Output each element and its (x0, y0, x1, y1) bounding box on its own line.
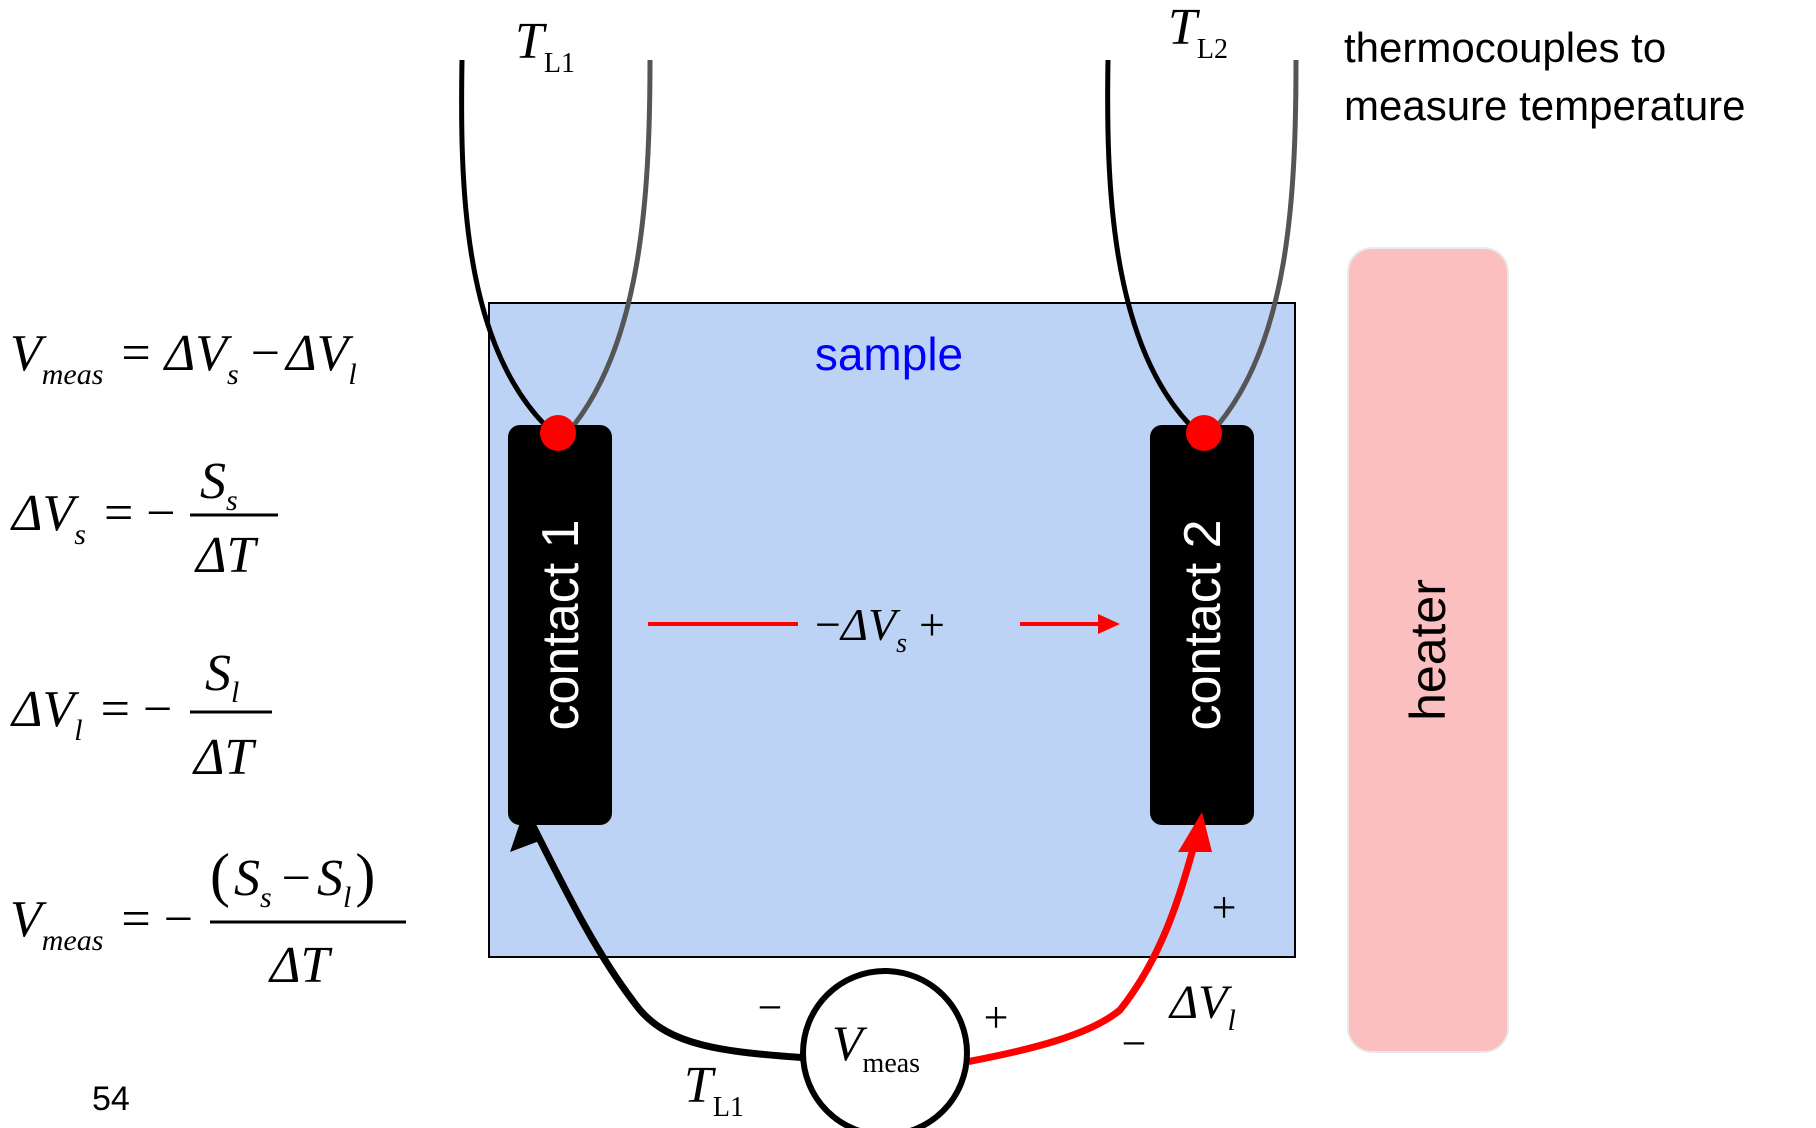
equation-2: ΔVs = − Ss ΔT (10, 453, 278, 584)
equation-4: Vmeas = − (Ss − Sl) ΔT (10, 842, 406, 994)
junction-dot-2 (1186, 415, 1222, 451)
equation-1: Vmeas = ΔVs − ΔVl (10, 325, 357, 391)
eq2-num: S (200, 453, 226, 510)
eq3-lhs-sub: l (74, 714, 82, 747)
tl2-top-label: TL2 (1168, 0, 1228, 65)
delta-vs-minus: − (815, 599, 841, 650)
eq2-lhs: ΔV (10, 485, 80, 542)
right-minus: − (1122, 1019, 1147, 1068)
contact-1 (508, 425, 612, 825)
meter-plus: + (984, 993, 1009, 1042)
eq1-lhs: V (10, 325, 47, 382)
lead-wire-black (526, 818, 809, 1062)
eq1-a-sub: s (227, 358, 239, 391)
eq1-b-sub: l (348, 358, 356, 391)
eq1-eq: = (121, 325, 150, 382)
tl1-top-label: TL1 (515, 13, 575, 79)
eq2-lhs-sub: s (74, 518, 86, 551)
svg-text:Vmeas= −: Vmeas = − (10, 891, 193, 957)
eq2-den: ΔT (194, 527, 259, 584)
heater-label: heater (1400, 579, 1456, 721)
delta-vs-arrowhead (1098, 614, 1120, 634)
eq4-num-a-sub: s (260, 881, 272, 914)
eq4-num-b-sub: l (343, 881, 351, 914)
equation-3: ΔVl = − Sl ΔT (10, 645, 272, 786)
heater-block (1347, 247, 1509, 1053)
svg-text:Vmeas=ΔVs−ΔVl: Vmeas = ΔVs − ΔVl (10, 325, 357, 391)
eq3-lhs: ΔV (10, 681, 80, 738)
thermocouple-wire-2-gray (1216, 59, 1299, 427)
eq1-lhs-sub: meas (42, 358, 104, 391)
eq4-lhs: V (10, 891, 47, 948)
eq4-open: ( (210, 842, 230, 908)
thermocouple-wire-2-black (1105, 59, 1192, 427)
tl1-bottom-label: TL1 (684, 1057, 744, 1123)
delta-vl-main: ΔV (1168, 976, 1232, 1029)
eq1-b: ΔV (284, 325, 354, 382)
svg-text:ΔVs= −: ΔVs = − (10, 485, 176, 551)
eq4-num-a: S (234, 850, 260, 907)
delta-vl-label: ΔVl (1168, 976, 1236, 1037)
contact-2 (1150, 425, 1254, 825)
right-plus: + (1212, 883, 1237, 932)
tl2-top-sub: L2 (1197, 34, 1228, 65)
eq2-eq: = − (104, 485, 176, 542)
thermocouples-note-line2: measure temperature (1344, 82, 1746, 129)
eq4-lhs-sub: meas (42, 924, 104, 957)
eq4-den: ΔT (268, 937, 333, 994)
tl1-top-main: T (515, 13, 547, 70)
page-number: 54 (92, 1080, 130, 1118)
svg-text:Sl: Sl (205, 645, 239, 709)
tl2-top-main: T (1168, 0, 1200, 56)
svg-text:(Ss−Sl): (Ss − Sl) (210, 842, 375, 914)
tl1-top-sub: L1 (544, 48, 575, 79)
vmeas-main: V (832, 1015, 868, 1071)
tl1-bottom-sub: L1 (713, 1092, 744, 1123)
tl1-bottom-main: T (684, 1057, 716, 1114)
eq3-den: ΔT (192, 729, 257, 786)
eq1-minus: − (251, 325, 280, 382)
eq4-close: ) (355, 842, 375, 908)
eq4-num-b: S (317, 850, 343, 907)
delta-vs-main: ΔV (839, 599, 901, 650)
voltmeter (800, 968, 970, 1128)
svg-text:ΔVl= −: ΔVl = − (10, 681, 172, 747)
meter-minus: − (758, 983, 783, 1032)
voltmeter-label: Vmeas (832, 1015, 920, 1079)
thermocouple-wire-1-gray (572, 59, 653, 427)
contact-1-label: contact 1 (532, 519, 590, 730)
delta-vs-label: −ΔVs + (815, 599, 945, 659)
eq3-num-sub: l (231, 676, 239, 709)
eq4-eq: = − (121, 891, 193, 948)
eq4-num-minus: − (282, 850, 311, 907)
thermocouples-note-line1: thermocouples to (1344, 24, 1666, 71)
lead-wire-red-arrowhead (1178, 812, 1212, 852)
delta-vs-plus: + (919, 599, 945, 650)
eq1-a: ΔV (163, 325, 233, 382)
svg-text:Ss: Ss (200, 453, 238, 517)
lead-wire-black-arrowhead (510, 808, 542, 852)
thermocouple-wire-1-black (459, 59, 547, 427)
eq3-num: S (205, 645, 231, 702)
junction-dot-1 (540, 415, 576, 451)
eq2-num-sub: s (226, 484, 238, 517)
delta-vl-sub: l (1228, 1004, 1236, 1037)
contact-2-label: contact 2 (1174, 519, 1232, 730)
delta-vs-sub: s (896, 628, 907, 659)
sample-label: sample (815, 328, 963, 380)
lead-wire-red (965, 829, 1202, 1066)
vmeas-sub: meas (863, 1048, 921, 1079)
eq3-eq: = − (101, 681, 173, 738)
